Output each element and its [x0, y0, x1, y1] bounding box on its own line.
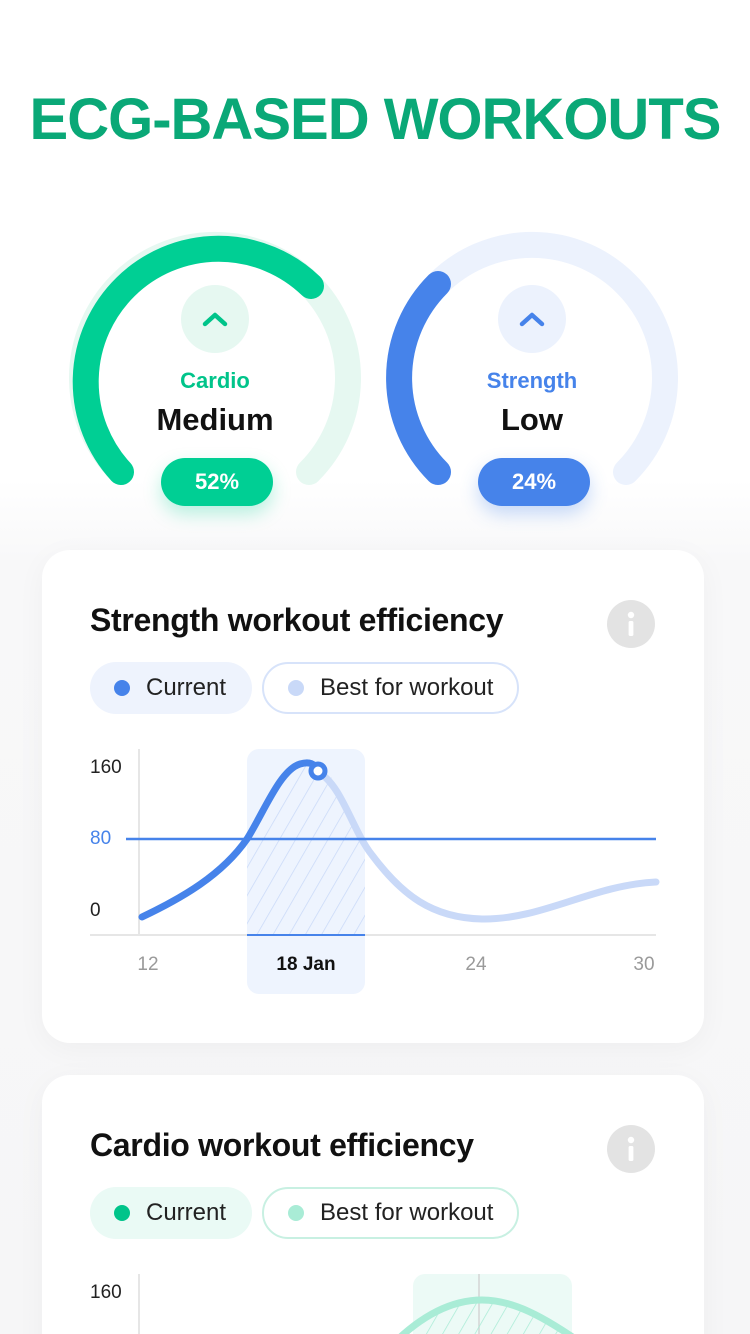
legend-label: Best for workout	[320, 1199, 494, 1226]
legend-best-toggle[interactable]: Best for workout	[262, 662, 520, 714]
card-title: Cardio workout efficiency	[90, 1127, 474, 1163]
strength-gauge: Strength Low 24%	[382, 230, 682, 520]
gauge-percent-badge: 24%	[478, 458, 590, 506]
gauge-level: Medium	[156, 402, 274, 437]
legend-label: Best for workout	[320, 674, 494, 701]
best-dot-icon	[288, 1205, 305, 1221]
legend-current-toggle[interactable]: Current	[90, 662, 253, 714]
page-title: ECG-BASED WORKOUTS	[29, 87, 722, 152]
info-button[interactable]	[607, 1125, 655, 1173]
y-tick: 0	[90, 900, 101, 921]
x-tick-selected[interactable]: 18 Jan	[276, 954, 336, 975]
chevron-up-icon	[202, 312, 228, 327]
strength-gauge-ring	[386, 231, 678, 485]
gauge-level: Low	[501, 402, 563, 437]
cardio-gauge-ring	[69, 231, 361, 485]
strength-efficiency-card: Strength workout efficiency Current Best…	[42, 550, 704, 1043]
chart-plot	[90, 749, 660, 994]
gauge-percent-badge: 52%	[161, 458, 273, 506]
current-dot-icon	[114, 1205, 130, 1221]
chart-legend: Current Best for workout	[90, 1187, 520, 1239]
cardio-efficiency-card: Cardio workout efficiency Current Best f…	[42, 1075, 704, 1334]
trend-up-button[interactable]	[181, 285, 249, 353]
legend-label: Current	[146, 1199, 227, 1226]
card-title: Strength workout efficiency	[90, 602, 504, 638]
y-tick: 160	[90, 1282, 122, 1303]
cardio-gauge: Cardio Medium 52%	[65, 230, 365, 520]
info-icon	[627, 611, 635, 636]
y-tick: 160	[90, 757, 122, 778]
trend-up-button[interactable]	[498, 285, 566, 353]
gauge-category: Cardio	[180, 368, 250, 393]
info-icon	[627, 1136, 635, 1161]
y-tick-reference: 80	[90, 828, 112, 849]
info-button[interactable]	[607, 600, 655, 648]
legend-current-toggle[interactable]: Current	[90, 1187, 253, 1239]
chart-legend: Current Best for workout	[90, 662, 520, 714]
strength-chart: 160 80 0	[42, 550, 704, 1043]
chart-plot	[138, 1274, 575, 1334]
current-dot-icon	[114, 680, 130, 696]
chevron-up-icon	[519, 312, 545, 327]
legend-best-toggle[interactable]: Best for workout	[262, 1187, 520, 1239]
x-tick: 24	[465, 954, 487, 975]
x-tick: 12	[137, 954, 159, 975]
legend-label: Current	[146, 674, 227, 701]
x-tick: 30	[633, 954, 655, 975]
current-point-marker	[308, 761, 328, 781]
cardio-chart: 160	[42, 1075, 704, 1334]
best-dot-icon	[288, 680, 305, 696]
gauge-category: Strength	[486, 368, 578, 393]
